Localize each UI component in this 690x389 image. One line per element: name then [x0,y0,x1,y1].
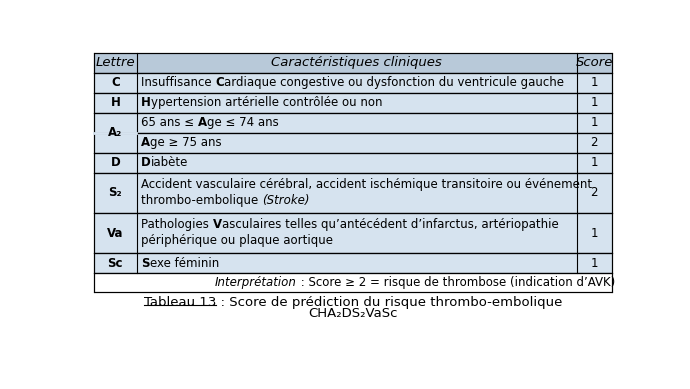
Text: 1: 1 [591,226,598,240]
Text: C: C [111,76,119,89]
Bar [94,213,612,253]
Text: 1: 1 [591,257,598,270]
Text: 2: 2 [591,186,598,200]
Text: 1: 1 [591,96,598,109]
Text: V: V [213,218,222,231]
Text: Pathologies: Pathologies [141,218,213,231]
Bar [94,133,612,153]
Text: : Score ≥ 2 = risque de thrombose (indication d’AVK): : Score ≥ 2 = risque de thrombose (indic… [297,276,615,289]
Text: Caractéristiques cliniques: Caractéristiques cliniques [271,56,442,69]
Bar [94,173,612,213]
Bar [94,113,612,133]
Text: Insuffisance: Insuffisance [141,76,216,89]
Bar [94,73,612,93]
Text: H: H [141,96,151,109]
Text: S₂: S₂ [108,186,122,200]
Text: 2: 2 [591,137,598,149]
Text: CHA₂DS₂VaSc: CHA₂DS₂VaSc [308,307,397,320]
Bar [94,153,612,173]
Text: iabète: iabète [151,156,188,170]
Text: (Stroke): (Stroke) [262,194,310,207]
Bar [94,273,612,291]
Text: A: A [141,137,150,149]
Text: Interprétation: Interprétation [215,276,297,289]
Text: 1: 1 [591,156,598,170]
Text: D: D [141,156,151,170]
Bar [94,53,612,73]
Text: S: S [141,257,150,270]
Text: Score: Score [575,56,613,69]
Text: 1: 1 [591,116,598,130]
Text: exe féminin: exe féminin [150,257,219,270]
Text: périphérique ou plaque aortique: périphérique ou plaque aortique [141,234,333,247]
Text: 65 ans ≤: 65 ans ≤ [141,116,198,130]
Text: 1: 1 [591,76,598,89]
Text: ardiaque congestive ou dysfonction du ventricule gauche: ardiaque congestive ou dysfonction du ve… [224,76,564,89]
Bar [94,93,612,113]
Text: Va: Va [107,226,124,240]
Text: D: D [110,156,120,170]
Text: Accident vasculaire cérébral, accident ischémique transitoire ou événement: Accident vasculaire cérébral, accident i… [141,178,593,191]
Text: Lettre: Lettre [95,56,135,69]
Text: Sc: Sc [108,257,123,270]
Text: A₂: A₂ [108,126,122,139]
Text: asculaires telles qu’antécédent d’infarctus, artériopathie: asculaires telles qu’antécédent d’infarc… [222,218,559,231]
Text: H: H [110,96,120,109]
Text: Tableau 13 : Score de prédiction du risque thrombo-embolique: Tableau 13 : Score de prédiction du risq… [144,296,562,309]
Text: ypertension artérielle contrôlée ou non: ypertension artérielle contrôlée ou non [151,96,383,109]
Text: C: C [216,76,224,89]
Bar [94,253,612,273]
Text: ge ≤ 74 ans: ge ≤ 74 ans [207,116,279,130]
Text: A: A [198,116,207,130]
Text: thrombo-embolique: thrombo-embolique [141,194,262,207]
Text: ge ≥ 75 ans: ge ≥ 75 ans [150,137,222,149]
